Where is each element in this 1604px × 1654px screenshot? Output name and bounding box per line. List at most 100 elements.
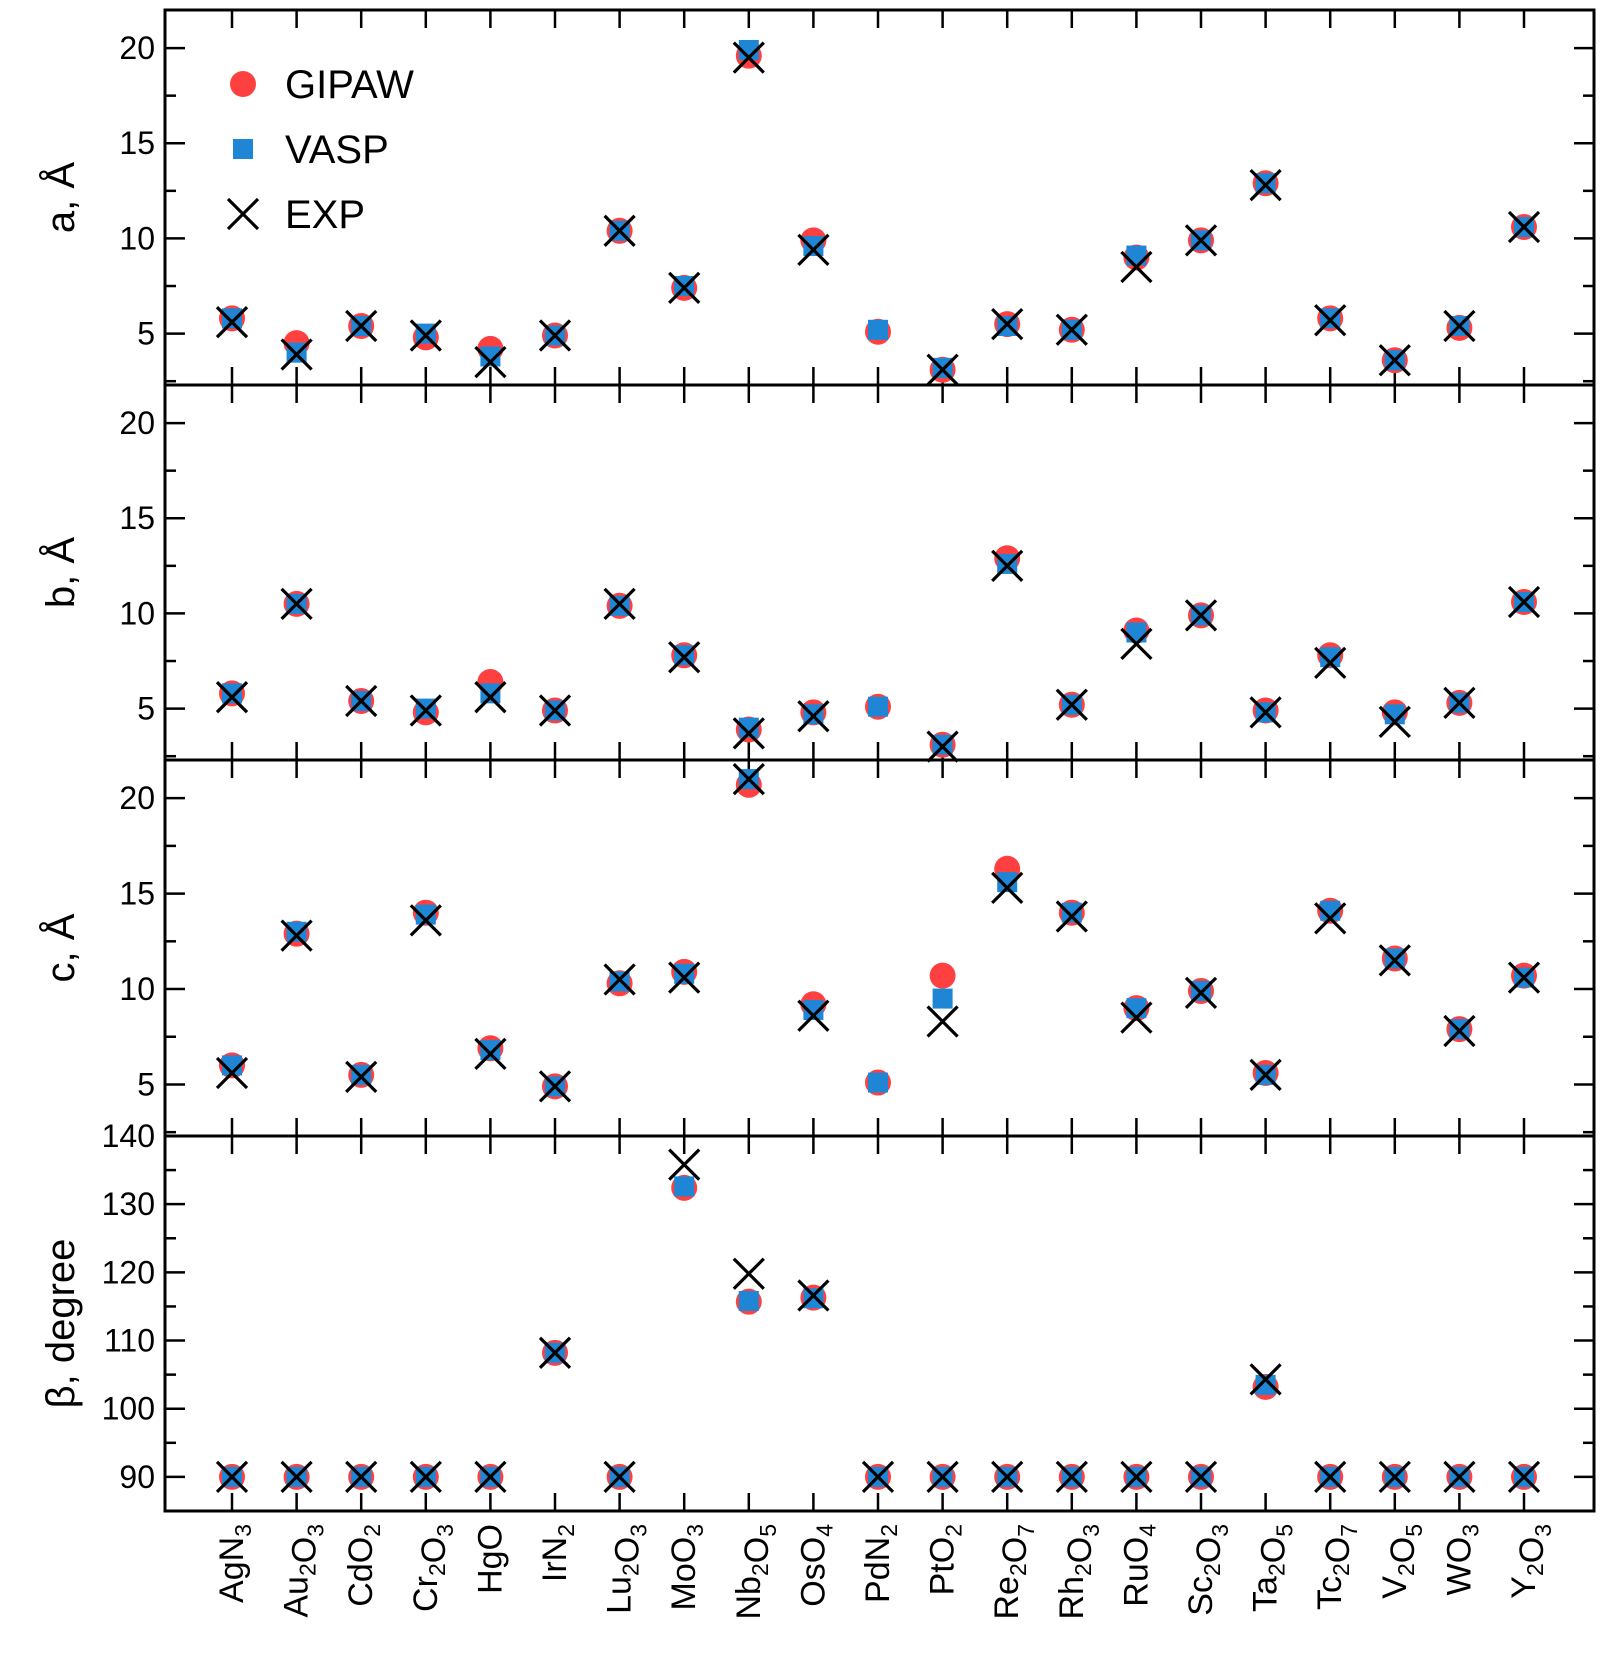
point-vasp-hgo <box>480 346 501 367</box>
x-category-label: Au2O3 <box>278 1524 329 1618</box>
point-vasp-ta2o5 <box>1255 1374 1276 1395</box>
point-exp-irn2 <box>538 1070 572 1103</box>
panel-frame <box>163 1134 1596 1513</box>
legend-label: VASP <box>285 128 389 172</box>
panel-1-marks <box>215 39 1541 386</box>
y-tick-label: 5 <box>137 316 155 352</box>
y-tick-label: 15 <box>119 125 155 161</box>
panel-3: 5 10 15 20 c, Å <box>38 758 1596 1138</box>
point-exp-y2o3 <box>1507 585 1541 619</box>
point-exp-pdn2 <box>861 1460 895 1494</box>
point-exp-lu2o3 <box>603 587 636 621</box>
point-exp-cr2o3 <box>409 319 442 352</box>
panel-1: 5 10 15 20 a, Å <box>38 8 1596 387</box>
point-exp-cr2o3 <box>409 1460 442 1494</box>
point-exp-ta2o5 <box>1249 1363 1282 1396</box>
legend-square-marker <box>233 139 253 159</box>
point-exp-irn2 <box>538 694 572 727</box>
point-exp-hgo <box>474 1460 507 1494</box>
point-vasp-moo3 <box>674 963 695 984</box>
point-vasp-v2o5 <box>1384 704 1405 725</box>
point-exp-sc2o3 <box>1184 1460 1218 1494</box>
point-exp-pto2 <box>926 730 959 763</box>
point-vasp-ruo4 <box>1126 245 1147 266</box>
point-vasp-hgo <box>480 683 501 704</box>
point-vasp-cr2o3 <box>415 904 436 925</box>
point-exp-ta2o5 <box>1249 168 1282 202</box>
point-exp-au2o3 <box>280 919 313 952</box>
point-exp-re2o7 <box>991 871 1024 905</box>
point-exp-cdo2 <box>345 684 378 718</box>
point-exp-moo3 <box>668 641 701 674</box>
point-vasp-pdn2 <box>868 696 888 717</box>
x-category-label: IrN2 <box>536 1524 579 1582</box>
point-exp-oso4 <box>797 700 830 733</box>
point-exp-tc2o7 <box>1314 902 1347 935</box>
point-exp-au2o3 <box>280 587 313 621</box>
point-vasp-pto2 <box>932 988 953 1009</box>
point-exp-hgo <box>474 1037 507 1071</box>
point-vasp-ruo4 <box>1126 998 1147 1019</box>
point-exp-v2o5 <box>1378 944 1411 977</box>
point-exp-oso4 <box>797 233 830 266</box>
x-category-label: Nb2O5 <box>730 1524 781 1620</box>
point-exp-y2o3 <box>1507 961 1541 994</box>
x-category-label: WO3 <box>1440 1524 1483 1595</box>
point-vasp-hgo <box>480 1040 501 1061</box>
legend-label: EXP <box>285 193 365 237</box>
y-axis-title: a, Å <box>38 162 83 233</box>
x-category-label: PdN2 <box>859 1524 902 1603</box>
point-vasp-oso4 <box>803 1288 824 1309</box>
point-exp-cdo2 <box>345 1060 378 1093</box>
point-exp-rh2o3 <box>1055 688 1088 721</box>
legend-entry-vasp: VASP <box>233 128 389 172</box>
y-tick-label: 10 <box>119 971 155 1007</box>
point-vasp-oso4 <box>803 1000 824 1021</box>
point-exp-tc2o7 <box>1314 646 1347 680</box>
point-vasp-agn3 <box>222 1055 242 1076</box>
point-exp-wo3 <box>1443 1014 1476 1048</box>
panel-2-marks <box>215 545 1541 763</box>
legend-entry-exp: EXP <box>226 193 365 237</box>
point-exp-wo3 <box>1443 309 1476 343</box>
x-category-label: RuO4 <box>1117 1524 1160 1607</box>
point-exp-rh2o3 <box>1055 900 1088 933</box>
y-tick-label: 20 <box>119 30 155 66</box>
point-vasp-pdn2 <box>868 319 888 340</box>
point-exp-oso4 <box>797 1279 830 1312</box>
point-exp-nb2o5 <box>732 762 765 796</box>
x-category-label: MoO3 <box>665 1524 708 1610</box>
x-category-label: AgN3 <box>213 1524 256 1603</box>
point-exp-agn3 <box>215 306 249 339</box>
point-exp-wo3 <box>1443 686 1476 720</box>
y-tick-label: 20 <box>119 780 155 816</box>
point-exp-rh2o3 <box>1055 313 1088 346</box>
point-exp-v2o5 <box>1378 344 1411 377</box>
point-exp-ruo4 <box>1120 250 1153 284</box>
x-category-label: HgO <box>471 1524 509 1594</box>
y-tick-label: 5 <box>137 1066 155 1102</box>
point-vasp-moo3 <box>674 1176 695 1197</box>
x-category-label: Cr2O3 <box>407 1524 458 1612</box>
y-tick-label: 10 <box>119 220 155 256</box>
y-axis-title: β, degree <box>39 1239 83 1409</box>
x-category-label: Re2O7 <box>988 1524 1039 1620</box>
point-exp-tc2o7 <box>1314 304 1347 337</box>
point-vasp-au2o3 <box>286 921 307 942</box>
point-exp-moo3 <box>668 271 701 305</box>
point-exp-moo3 <box>668 1148 701 1181</box>
y-axis-title: b, Å <box>38 537 83 608</box>
point-exp-nb2o5 <box>732 41 765 74</box>
marks-layer <box>215 39 1541 1494</box>
point-vasp-re2o7 <box>997 872 1018 893</box>
point-exp-ruo4 <box>1120 1460 1153 1494</box>
point-exp-au2o3 <box>280 1460 313 1494</box>
y-tick-label: 140 <box>102 1118 155 1154</box>
point-exp-ta2o5 <box>1249 696 1282 729</box>
point-exp-cdo2 <box>345 1460 378 1494</box>
point-vasp-nb2o5 <box>738 39 759 60</box>
point-exp-agn3 <box>215 1460 249 1494</box>
x-category-label: Sc2O3 <box>1182 1524 1233 1616</box>
point-exp-re2o7 <box>991 1460 1024 1494</box>
